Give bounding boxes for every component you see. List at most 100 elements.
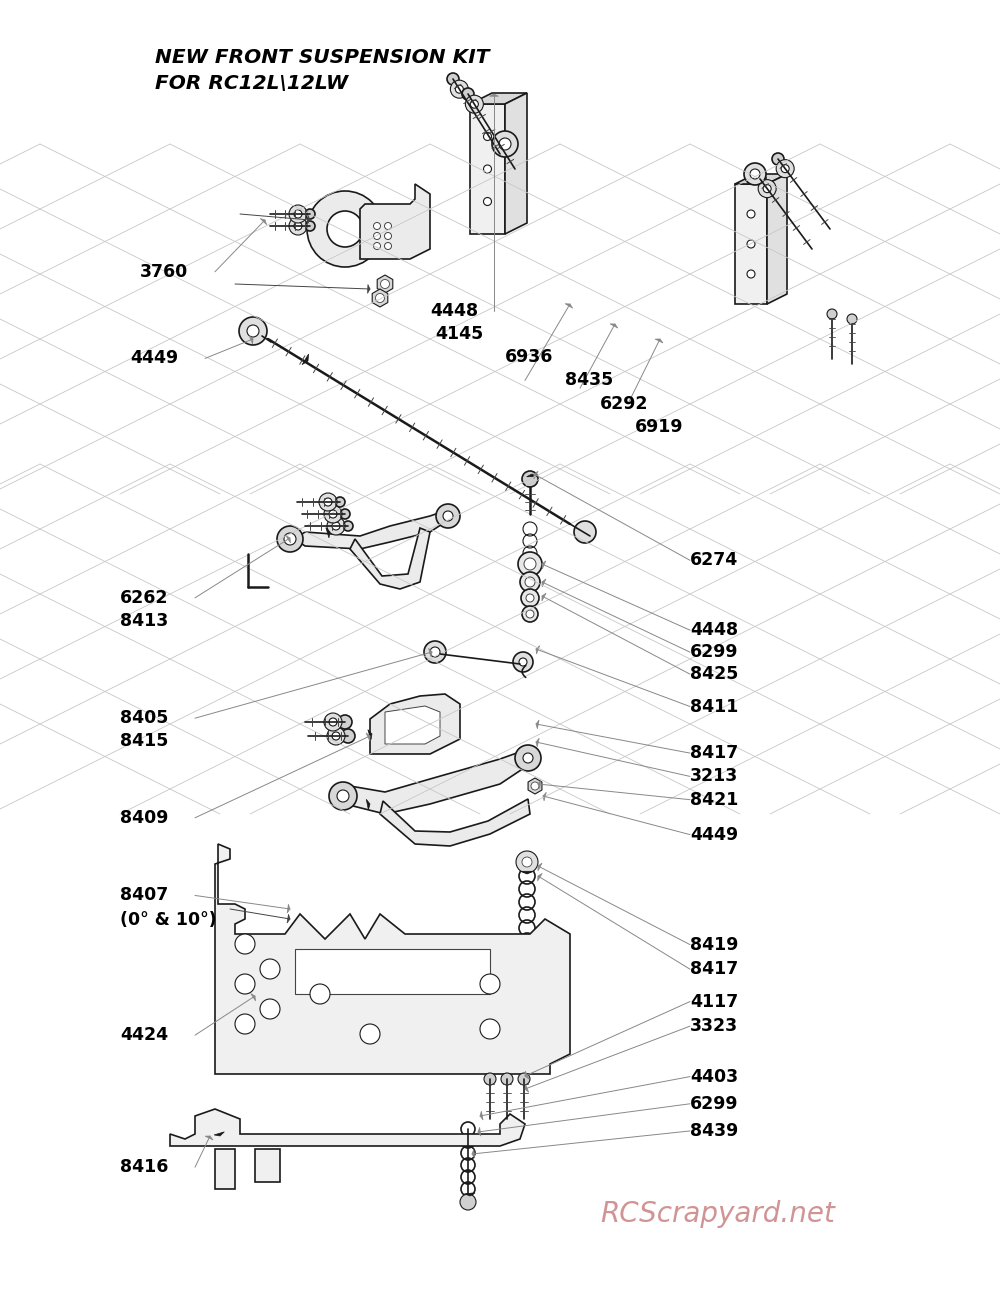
Circle shape xyxy=(484,166,492,173)
Polygon shape xyxy=(470,93,527,104)
Text: 4145: 4145 xyxy=(435,325,483,343)
Text: 8416: 8416 xyxy=(120,1158,168,1176)
Polygon shape xyxy=(543,792,546,801)
Circle shape xyxy=(522,857,532,867)
Polygon shape xyxy=(295,509,450,549)
Polygon shape xyxy=(215,1149,235,1189)
Circle shape xyxy=(521,589,539,607)
Polygon shape xyxy=(470,104,505,234)
Polygon shape xyxy=(255,1149,280,1181)
Text: NEW FRONT SUSPENSION KIT: NEW FRONT SUSPENSION KIT xyxy=(155,48,490,67)
Circle shape xyxy=(327,518,345,534)
Circle shape xyxy=(513,652,533,672)
Circle shape xyxy=(776,159,794,177)
Polygon shape xyxy=(215,844,570,1074)
Circle shape xyxy=(465,96,483,113)
Polygon shape xyxy=(170,1109,525,1146)
Text: 4117: 4117 xyxy=(690,992,738,1011)
Circle shape xyxy=(310,983,330,1004)
Polygon shape xyxy=(655,339,663,343)
Circle shape xyxy=(380,280,390,289)
Polygon shape xyxy=(528,778,542,795)
Polygon shape xyxy=(366,800,370,810)
Circle shape xyxy=(376,294,384,303)
Circle shape xyxy=(289,204,307,223)
Polygon shape xyxy=(542,593,546,600)
Polygon shape xyxy=(370,694,460,754)
Polygon shape xyxy=(538,863,542,871)
Circle shape xyxy=(294,210,302,217)
Polygon shape xyxy=(480,1112,483,1121)
Circle shape xyxy=(260,999,280,1018)
Circle shape xyxy=(531,782,539,791)
Circle shape xyxy=(343,521,353,531)
Circle shape xyxy=(492,131,518,157)
Circle shape xyxy=(516,851,538,873)
Circle shape xyxy=(239,317,267,345)
Circle shape xyxy=(374,242,380,250)
Circle shape xyxy=(499,138,511,150)
Polygon shape xyxy=(350,528,430,589)
Text: 8419: 8419 xyxy=(690,936,738,954)
Polygon shape xyxy=(522,871,532,873)
Circle shape xyxy=(341,729,355,743)
Text: 4448: 4448 xyxy=(430,302,478,320)
Circle shape xyxy=(781,164,789,172)
Text: 8413: 8413 xyxy=(120,612,168,630)
Text: 6936: 6936 xyxy=(505,348,553,366)
Polygon shape xyxy=(260,219,267,225)
Circle shape xyxy=(526,594,534,602)
Polygon shape xyxy=(735,184,767,304)
Circle shape xyxy=(324,713,342,731)
Polygon shape xyxy=(366,732,370,741)
Text: 6262: 6262 xyxy=(120,589,168,607)
Polygon shape xyxy=(536,719,539,729)
Circle shape xyxy=(327,211,363,247)
Circle shape xyxy=(450,80,468,98)
Polygon shape xyxy=(295,949,490,994)
Circle shape xyxy=(744,163,766,185)
Circle shape xyxy=(480,1018,500,1039)
Circle shape xyxy=(319,493,337,511)
Circle shape xyxy=(574,521,596,543)
Polygon shape xyxy=(286,536,290,543)
Circle shape xyxy=(470,100,478,109)
Polygon shape xyxy=(287,915,290,923)
Circle shape xyxy=(235,934,255,954)
Polygon shape xyxy=(527,474,537,476)
Circle shape xyxy=(374,233,380,239)
Circle shape xyxy=(305,221,315,232)
Circle shape xyxy=(424,641,446,663)
Polygon shape xyxy=(542,560,546,569)
Circle shape xyxy=(329,782,357,810)
Text: 6919: 6919 xyxy=(635,418,684,436)
Circle shape xyxy=(460,1194,476,1210)
Text: 8439: 8439 xyxy=(690,1122,738,1140)
Circle shape xyxy=(277,525,303,553)
Polygon shape xyxy=(372,289,388,307)
Polygon shape xyxy=(326,528,330,538)
Circle shape xyxy=(374,223,380,229)
Circle shape xyxy=(447,72,459,85)
Polygon shape xyxy=(610,324,618,329)
Text: 6274: 6274 xyxy=(690,551,738,569)
Circle shape xyxy=(518,1073,530,1084)
Circle shape xyxy=(436,503,460,528)
Text: 8411: 8411 xyxy=(690,697,738,716)
Circle shape xyxy=(515,745,541,771)
Circle shape xyxy=(847,314,857,324)
Polygon shape xyxy=(735,173,787,184)
Circle shape xyxy=(289,217,307,236)
Text: 8417: 8417 xyxy=(690,960,738,978)
Circle shape xyxy=(340,509,350,519)
Circle shape xyxy=(294,223,302,230)
Polygon shape xyxy=(429,648,432,657)
Circle shape xyxy=(522,471,538,487)
Text: 8407: 8407 xyxy=(120,886,168,905)
Circle shape xyxy=(772,153,784,166)
Circle shape xyxy=(747,210,755,217)
Circle shape xyxy=(329,718,337,726)
Circle shape xyxy=(335,497,345,507)
Polygon shape xyxy=(205,1136,213,1140)
Polygon shape xyxy=(385,707,440,744)
